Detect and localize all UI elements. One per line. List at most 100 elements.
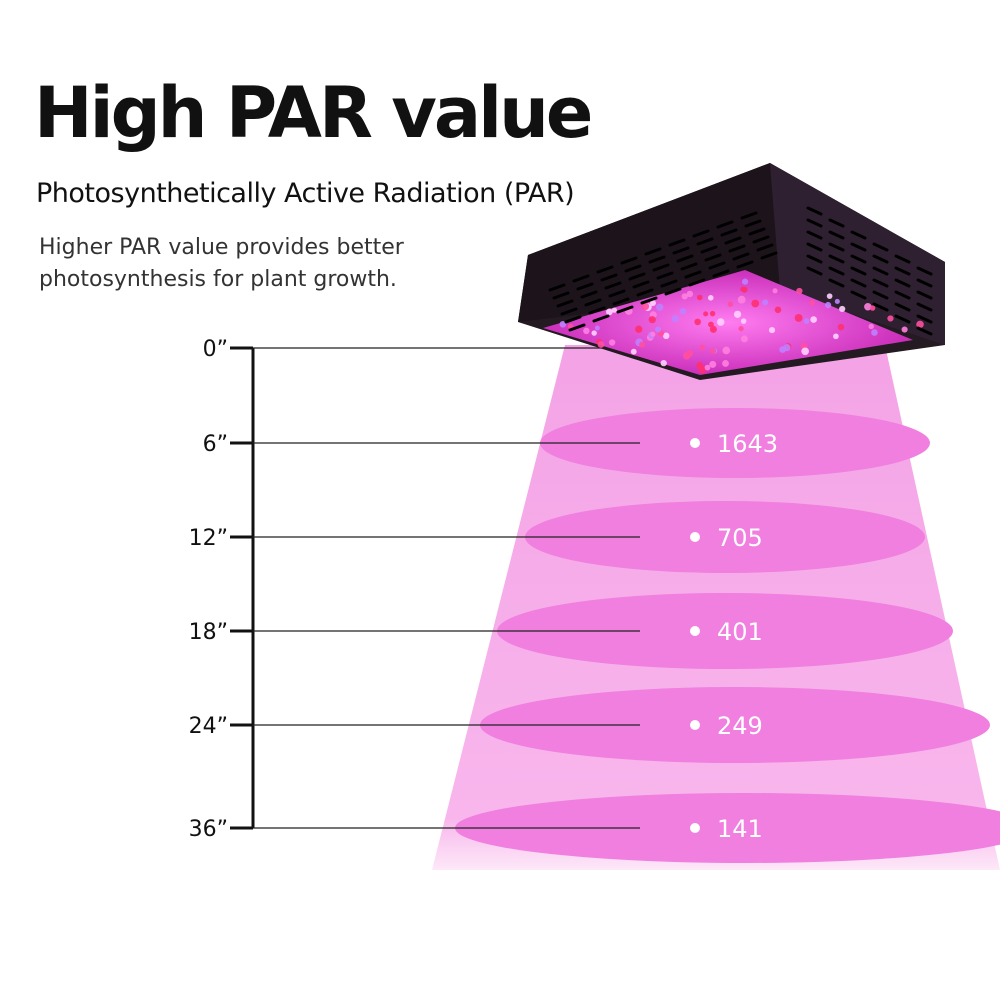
led-icon bbox=[641, 302, 650, 311]
led-icon bbox=[648, 316, 656, 324]
led-icon bbox=[686, 290, 694, 298]
value-dot-icon bbox=[690, 720, 700, 730]
par-value: 141 bbox=[717, 815, 763, 843]
vent-slot bbox=[684, 270, 702, 279]
vent-slot bbox=[644, 247, 662, 256]
led-icon bbox=[809, 300, 815, 306]
vent-slot bbox=[916, 302, 933, 312]
led-icon bbox=[709, 310, 716, 317]
led-icon bbox=[709, 325, 717, 333]
led-icon bbox=[868, 323, 874, 330]
led-icon bbox=[834, 298, 840, 305]
led-icon bbox=[709, 360, 717, 368]
vent-slot bbox=[850, 242, 867, 252]
vent-slot bbox=[584, 298, 602, 307]
light-ring bbox=[497, 593, 953, 669]
led-icon bbox=[839, 305, 846, 313]
led-icon bbox=[635, 325, 643, 333]
led-icon bbox=[704, 364, 711, 371]
led-icon bbox=[671, 315, 679, 323]
led-icon bbox=[710, 348, 717, 354]
vent-slot bbox=[894, 290, 911, 300]
led-icon bbox=[751, 299, 760, 308]
vent-slot bbox=[572, 274, 590, 283]
vent-slot bbox=[652, 263, 670, 272]
led-icon bbox=[738, 325, 744, 332]
led-icon bbox=[630, 348, 637, 355]
led-icon bbox=[826, 293, 833, 300]
vent-slot bbox=[716, 220, 734, 229]
vent-slot bbox=[872, 302, 889, 312]
height-label: 6” bbox=[203, 432, 228, 457]
led-icon bbox=[837, 323, 845, 331]
led-icon bbox=[737, 295, 746, 304]
vent-slot bbox=[806, 266, 823, 276]
height-label: 12” bbox=[189, 526, 228, 551]
led-icon bbox=[722, 346, 731, 355]
led-icon bbox=[649, 299, 656, 307]
height-label: 18” bbox=[189, 620, 228, 645]
led-icon bbox=[583, 327, 590, 335]
vent-slot bbox=[850, 254, 867, 264]
height-label: 0” bbox=[203, 337, 228, 362]
vent-slot bbox=[580, 290, 598, 299]
led-icon bbox=[694, 318, 701, 326]
led-icon bbox=[594, 325, 600, 331]
led-icon bbox=[801, 347, 809, 356]
led-icon bbox=[591, 330, 597, 336]
vent-slot bbox=[916, 278, 933, 288]
value-dot-icon bbox=[690, 438, 700, 448]
led-icon bbox=[871, 329, 878, 336]
value-dot-icon bbox=[690, 823, 700, 833]
vent-slot bbox=[724, 236, 742, 245]
led-icon bbox=[650, 331, 656, 337]
led-icon bbox=[698, 365, 707, 374]
description: Higher PAR value provides better photosy… bbox=[39, 235, 404, 292]
vent-slot bbox=[850, 230, 867, 240]
vent-slot bbox=[894, 254, 911, 264]
height-label: 36” bbox=[189, 817, 228, 842]
vent-slot bbox=[760, 251, 778, 260]
vent-slot bbox=[850, 266, 867, 276]
vent-slot bbox=[894, 278, 911, 288]
vent-slot bbox=[872, 266, 889, 276]
vent-slot bbox=[648, 255, 666, 264]
vent-slot bbox=[894, 302, 911, 312]
vent-slot bbox=[636, 288, 654, 297]
vent-slot bbox=[660, 279, 678, 288]
vent-slot bbox=[692, 229, 710, 238]
led-icon bbox=[824, 301, 832, 309]
led-icon bbox=[703, 311, 709, 317]
vent-slot bbox=[872, 242, 889, 252]
vent-slot bbox=[872, 290, 889, 300]
vent-slot bbox=[548, 283, 566, 292]
page-title: High PAR value bbox=[34, 72, 593, 154]
vent-slot bbox=[872, 278, 889, 288]
led-icon bbox=[901, 326, 908, 333]
vent-slot bbox=[916, 290, 933, 300]
vent-slot bbox=[596, 265, 614, 274]
vent-slot bbox=[748, 227, 766, 236]
vent-slot bbox=[744, 219, 762, 228]
vent-slot bbox=[894, 314, 911, 324]
par-value: 1643 bbox=[717, 430, 778, 458]
vent-slot bbox=[732, 252, 750, 261]
led-icon bbox=[707, 295, 714, 301]
vent-slot bbox=[604, 281, 622, 290]
led-icon bbox=[559, 320, 567, 328]
vent-slot bbox=[740, 211, 758, 220]
led-icon bbox=[660, 359, 667, 367]
led-icon bbox=[656, 303, 664, 311]
vent-slot bbox=[664, 287, 682, 296]
led-icon bbox=[740, 318, 747, 324]
subtitle: Photosynthetically Active Radiation (PAR… bbox=[36, 178, 575, 209]
led-icon bbox=[716, 318, 725, 326]
led-icon bbox=[810, 316, 817, 323]
par-value: 249 bbox=[717, 712, 763, 740]
led-icon bbox=[681, 293, 688, 300]
vent-slot bbox=[608, 289, 626, 298]
vent-slot bbox=[850, 278, 867, 288]
vent-slot bbox=[828, 278, 845, 288]
led-icon bbox=[794, 313, 803, 322]
